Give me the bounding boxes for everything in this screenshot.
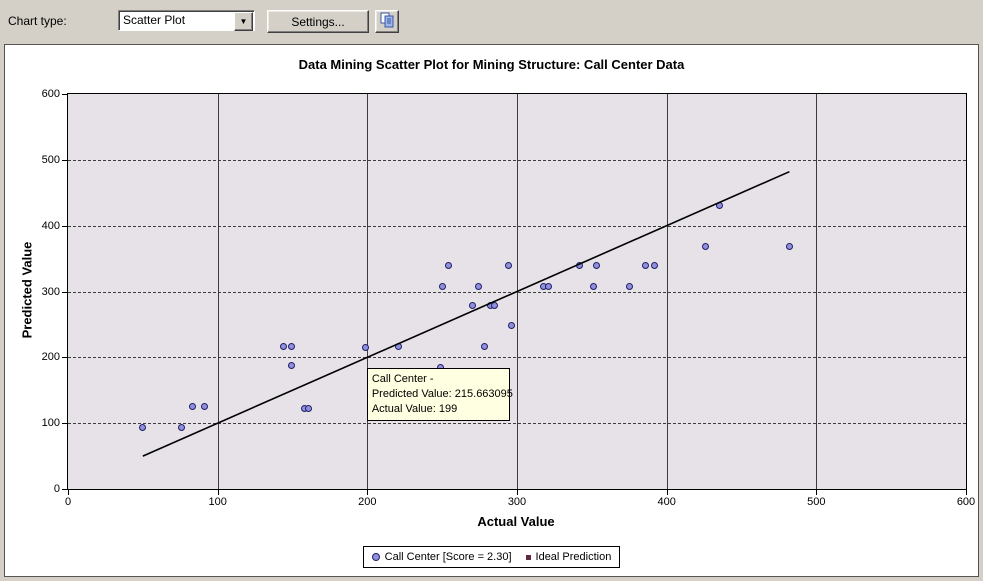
y-tick-label: 600 bbox=[41, 88, 60, 100]
x-tick-label: 0 bbox=[64, 496, 72, 508]
data-point[interactable] bbox=[625, 282, 633, 290]
data-point[interactable] bbox=[305, 404, 313, 412]
x-tick-mark bbox=[217, 489, 219, 495]
legend-label-call-center: Call Center [Score = 2.30] bbox=[384, 551, 512, 563]
data-point[interactable] bbox=[280, 343, 288, 351]
data-point[interactable] bbox=[287, 362, 295, 370]
x-tick-mark bbox=[68, 489, 69, 495]
x-axis-title: Actual Value bbox=[477, 514, 555, 529]
horizontal-gridline bbox=[68, 357, 966, 359]
x-tick-mark bbox=[517, 489, 518, 495]
copy-button[interactable] bbox=[375, 10, 399, 33]
scatter-marker-icon bbox=[371, 553, 380, 561]
copy-icon bbox=[380, 12, 394, 28]
legend-item-ideal-prediction[interactable]: Ideal Prediction bbox=[525, 551, 612, 563]
data-point[interactable] bbox=[438, 282, 446, 290]
y-tick-label: 0 bbox=[53, 483, 60, 495]
x-tick-label: 100 bbox=[208, 496, 227, 508]
data-point[interactable] bbox=[139, 424, 147, 432]
tooltip-predicted-line: Predicted Value: 215.663095 bbox=[371, 388, 513, 401]
y-tick-mark bbox=[62, 159, 68, 161]
data-point[interactable] bbox=[480, 343, 488, 351]
data-point[interactable] bbox=[642, 262, 650, 270]
ideal-prediction-line bbox=[142, 170, 790, 457]
x-tick-mark bbox=[966, 489, 967, 495]
data-point[interactable] bbox=[544, 282, 552, 290]
y-tick-label: 500 bbox=[41, 153, 60, 166]
y-tick-mark bbox=[62, 291, 68, 293]
data-point[interactable] bbox=[362, 343, 370, 351]
chart-title: Data Mining Scatter Plot for Mining Stru… bbox=[298, 57, 685, 72]
data-point[interactable] bbox=[200, 403, 208, 411]
y-tick-label: 400 bbox=[41, 219, 60, 232]
data-point[interactable] bbox=[785, 242, 793, 250]
data-point[interactable] bbox=[188, 403, 196, 411]
chart-panel: Data Mining Scatter Plot for Mining Stru… bbox=[4, 44, 979, 577]
data-point[interactable] bbox=[491, 302, 499, 310]
plot-area[interactable]: Call Center - Predicted Value: 215.66309… bbox=[42, 88, 976, 508]
x-tick-label: 500 bbox=[807, 496, 826, 508]
y-tick-mark bbox=[62, 94, 68, 95]
data-point[interactable] bbox=[592, 262, 600, 270]
x-tick-mark bbox=[666, 489, 668, 495]
x-tick-label: 200 bbox=[358, 496, 377, 508]
chart-type-dropdown[interactable]: Scatter Plot ▼ bbox=[118, 10, 255, 31]
y-tick-label: 100 bbox=[41, 417, 60, 430]
y-tick-mark bbox=[62, 423, 68, 425]
chevron-down-icon[interactable]: ▼ bbox=[234, 12, 253, 31]
tooltip-series-line: Call Center - bbox=[371, 373, 434, 386]
data-point[interactable] bbox=[589, 282, 597, 290]
x-tick-mark bbox=[367, 489, 369, 495]
y-tick-label: 300 bbox=[41, 285, 60, 298]
data-point[interactable] bbox=[651, 262, 659, 270]
y-tick-mark bbox=[62, 225, 68, 227]
data-point[interactable] bbox=[468, 302, 476, 310]
y-tick-label: 200 bbox=[41, 351, 60, 364]
y-tick-mark bbox=[62, 357, 68, 359]
data-point[interactable] bbox=[474, 282, 482, 290]
x-tick-label: 300 bbox=[507, 496, 527, 508]
data-point[interactable] bbox=[702, 242, 710, 250]
data-point[interactable] bbox=[178, 424, 186, 432]
horizontal-gridline bbox=[68, 159, 966, 161]
y-tick-mark bbox=[62, 489, 68, 490]
chart-type-value: Scatter Plot bbox=[123, 13, 186, 27]
tooltip: Call Center - Predicted Value: 215.66309… bbox=[366, 368, 513, 422]
legend-box: Call Center [Score = 2.30] Ideal Predict… bbox=[362, 546, 621, 568]
x-tick-mark bbox=[816, 489, 818, 495]
data-point[interactable] bbox=[507, 322, 515, 330]
data-point[interactable] bbox=[287, 343, 295, 351]
horizontal-gridline bbox=[68, 225, 966, 227]
tooltip-actual-line: Actual Value: 199 bbox=[371, 403, 458, 416]
data-point[interactable] bbox=[444, 262, 452, 270]
line-marker-icon bbox=[525, 554, 531, 560]
data-point[interactable] bbox=[504, 262, 512, 270]
legend: Call Center [Score = 2.30] Ideal Predict… bbox=[5, 546, 978, 568]
legend-item-call-center[interactable]: Call Center [Score = 2.30] bbox=[371, 551, 512, 563]
legend-label-ideal-prediction: Ideal Prediction bbox=[535, 551, 612, 563]
settings-button[interactable]: Settings... bbox=[267, 10, 369, 33]
toolbar: Chart type: Scatter Plot ▼ Settings... bbox=[0, 0, 983, 42]
chart-type-label: Chart type: bbox=[8, 14, 67, 28]
horizontal-gridline bbox=[68, 423, 966, 425]
x-tick-label: 400 bbox=[657, 496, 676, 508]
x-tick-label: 600 bbox=[956, 496, 976, 508]
